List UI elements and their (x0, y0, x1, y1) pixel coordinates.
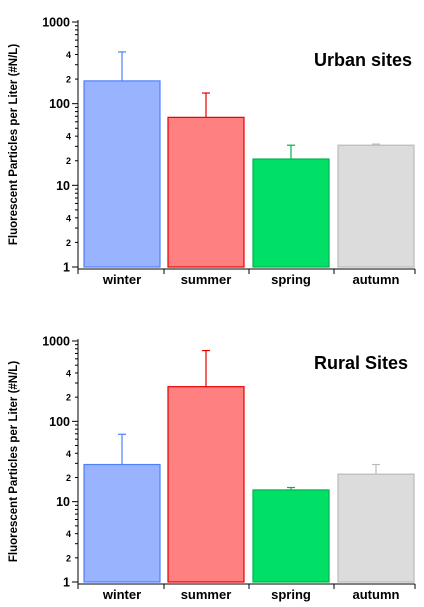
y-minor-tick-label: 2 (66, 393, 71, 403)
y-minor-tick-label: 4 (66, 132, 71, 142)
y-minor-tick-label: 2 (66, 238, 71, 248)
y-tick-label: 10 (56, 495, 70, 509)
bar-autumn (337, 473, 415, 583)
y-minor-tick-label: 2 (66, 75, 71, 85)
x-tick-label: spring (271, 587, 311, 602)
y-minor-tick-label: 4 (66, 368, 71, 378)
y-tick-label: 1 (63, 261, 70, 275)
x-tick-label: winter (102, 587, 141, 602)
chart-title: Urban sites (314, 50, 412, 70)
y-tick-label: 100 (49, 415, 70, 429)
y-tick-label: 1000 (42, 335, 70, 349)
bar-summer (167, 386, 245, 583)
bar-autumn (337, 144, 415, 268)
y-minor-tick-label: 4 (66, 50, 71, 60)
x-tick-label: autumn (353, 587, 400, 602)
x-tick-label: summer (181, 587, 232, 602)
bar-spring (252, 158, 330, 268)
y-minor-tick-label: 2 (66, 473, 71, 483)
bar-summer (167, 116, 245, 268)
y-minor-tick-label: 2 (66, 156, 71, 166)
y-tick-label: 1 (63, 576, 70, 590)
x-tick-label: spring (271, 272, 311, 287)
bar-spring (252, 489, 330, 583)
y-axis-label: Fluorescent Particles per Liter (#N/L) (8, 361, 20, 562)
x-tick-label: autumn (353, 272, 400, 287)
y-minor-tick-label: 2 (66, 553, 71, 563)
y-minor-tick-label: 4 (66, 213, 71, 223)
x-tick-label: summer (181, 272, 232, 287)
chart-title: Rural Sites (314, 353, 408, 373)
y-axis-label: Fluorescent Particles per Liter (#N/L) (8, 44, 20, 245)
y-tick-label: 1000 (42, 16, 70, 30)
y-tick-label: 100 (49, 97, 70, 111)
bar-winter (83, 463, 161, 583)
y-minor-tick-label: 4 (66, 449, 71, 459)
y-tick-label: 10 (56, 179, 70, 193)
y-minor-tick-label: 4 (66, 529, 71, 539)
bar-winter (83, 80, 161, 268)
x-tick-label: winter (102, 272, 141, 287)
